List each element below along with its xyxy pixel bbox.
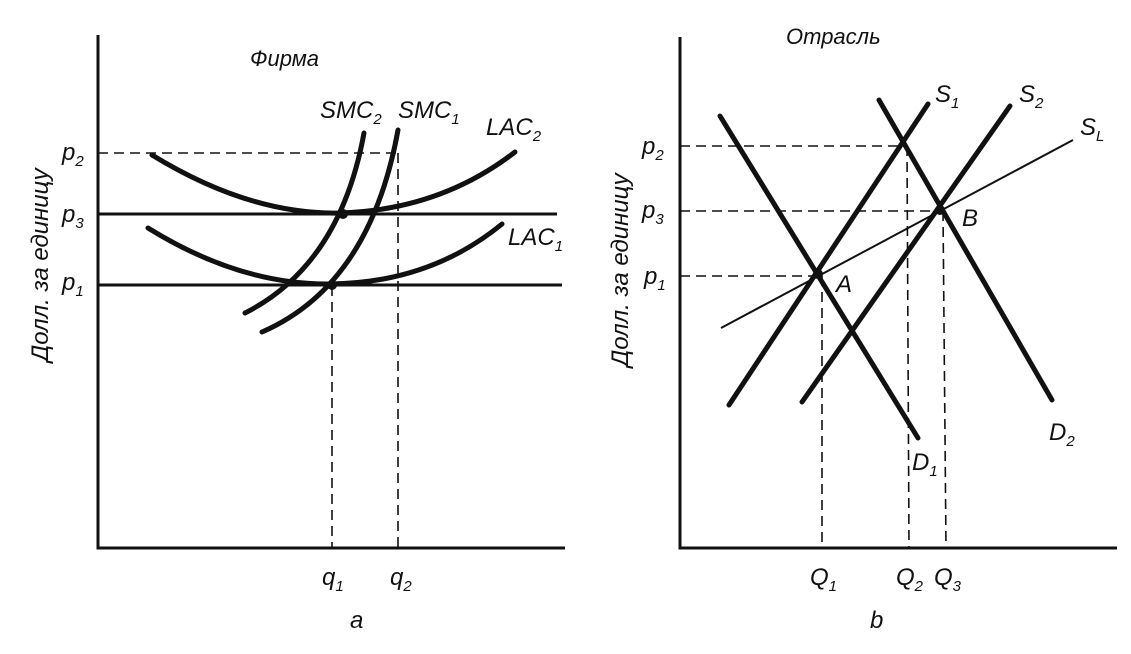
panel-caption: b xyxy=(870,607,883,634)
lac2-label: LAC2 xyxy=(486,114,542,145)
p3-label: p3 xyxy=(641,197,664,228)
point-a-marker xyxy=(813,269,823,279)
smc2-label: SMC2 xyxy=(320,97,382,128)
sl-label: SL xyxy=(1080,114,1104,145)
y-axis-label: Долл. за единицу xyxy=(607,171,634,369)
y-axis-label: Долл. за единицу xyxy=(27,166,54,364)
sl-curve xyxy=(720,139,1074,329)
panel-industry: Отрасль Долл. за единицу A B S1 S2 SL D1… xyxy=(607,24,1117,634)
p1-label: p1 xyxy=(643,263,666,294)
smc2-curve xyxy=(242,130,367,316)
q2-label: Q2 xyxy=(896,564,924,595)
point-a-label: A xyxy=(834,271,852,298)
p2-label: p2 xyxy=(61,139,84,170)
d2-curve xyxy=(876,97,1055,403)
p3-label: p3 xyxy=(61,201,84,232)
p1-label: p1 xyxy=(61,269,84,300)
p2-label: p2 xyxy=(641,133,664,164)
s1-label: S1 xyxy=(935,81,959,112)
panel-caption: a xyxy=(350,607,363,634)
q1-label: Q1 xyxy=(810,564,837,595)
equilibrium-point xyxy=(327,280,337,290)
s1-curve xyxy=(726,101,931,408)
q3-guide xyxy=(942,210,947,549)
point-b-label: B xyxy=(962,205,978,232)
lac1-label: LAC1 xyxy=(508,224,563,255)
smc1-curve xyxy=(259,127,401,335)
q1-label: q1 xyxy=(322,564,344,595)
axes xyxy=(96,35,565,550)
d2-label: D2 xyxy=(1049,419,1075,450)
equilibrium-point xyxy=(338,209,348,219)
axes xyxy=(678,37,1117,550)
panel-firm: Фирма Долл. за единицу SMC2 SMC1 LAC2 LA… xyxy=(27,35,565,634)
q2-label: q2 xyxy=(390,564,412,595)
smc1-label: SMC1 xyxy=(398,97,460,128)
q3-label: Q3 xyxy=(934,564,962,595)
d1-label: D1 xyxy=(912,449,938,480)
lac2-curve xyxy=(149,149,518,216)
lac1-curve xyxy=(145,221,505,287)
s2-label: S2 xyxy=(1019,81,1044,112)
panel-title: Фирма xyxy=(250,46,319,71)
s2-curve xyxy=(799,103,1013,405)
panel-title: Отрасль xyxy=(786,24,881,49)
point-b-marker xyxy=(935,205,945,215)
q2-guide xyxy=(906,145,910,549)
